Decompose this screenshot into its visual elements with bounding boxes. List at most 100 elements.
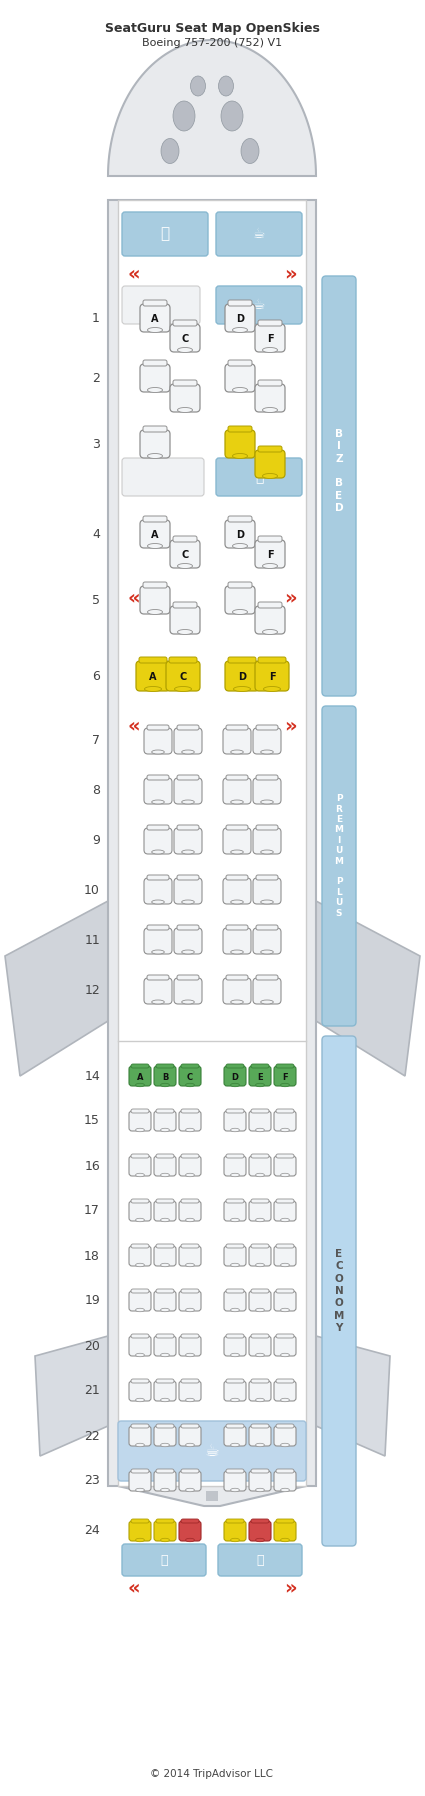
FancyBboxPatch shape [276, 1200, 294, 1203]
FancyBboxPatch shape [147, 726, 169, 729]
FancyBboxPatch shape [131, 1334, 149, 1338]
FancyBboxPatch shape [253, 828, 281, 855]
Ellipse shape [232, 609, 247, 614]
Text: «: « [128, 1579, 140, 1597]
Polygon shape [316, 902, 420, 1076]
FancyBboxPatch shape [140, 585, 170, 614]
FancyBboxPatch shape [156, 1108, 174, 1114]
Text: C: C [187, 1072, 193, 1081]
Ellipse shape [173, 101, 195, 131]
Ellipse shape [152, 799, 164, 805]
Ellipse shape [182, 850, 194, 855]
FancyBboxPatch shape [274, 1381, 296, 1401]
FancyBboxPatch shape [255, 541, 285, 568]
Text: C: C [179, 672, 187, 682]
FancyBboxPatch shape [226, 1469, 244, 1473]
Ellipse shape [182, 799, 194, 805]
FancyBboxPatch shape [276, 1519, 294, 1523]
Ellipse shape [136, 1489, 144, 1492]
FancyBboxPatch shape [258, 320, 282, 327]
Text: E: E [257, 1072, 263, 1081]
FancyBboxPatch shape [181, 1063, 199, 1069]
FancyBboxPatch shape [274, 1291, 296, 1311]
FancyBboxPatch shape [226, 875, 248, 880]
FancyBboxPatch shape [228, 582, 252, 587]
FancyBboxPatch shape [276, 1334, 294, 1338]
FancyBboxPatch shape [224, 1521, 246, 1541]
FancyBboxPatch shape [255, 661, 289, 691]
Text: F: F [266, 550, 273, 560]
Bar [108, 199, 316, 1485]
FancyBboxPatch shape [131, 1063, 149, 1069]
Ellipse shape [255, 1263, 264, 1266]
FancyBboxPatch shape [251, 1245, 269, 1248]
Ellipse shape [221, 101, 243, 131]
Text: 🚻: 🚻 [160, 226, 170, 241]
FancyBboxPatch shape [147, 776, 169, 779]
Text: 16: 16 [84, 1160, 100, 1173]
Ellipse shape [261, 900, 273, 903]
FancyBboxPatch shape [129, 1157, 151, 1176]
FancyBboxPatch shape [177, 975, 199, 981]
Ellipse shape [264, 686, 280, 691]
FancyBboxPatch shape [122, 458, 204, 496]
FancyBboxPatch shape [144, 778, 172, 805]
FancyBboxPatch shape [226, 1063, 244, 1069]
FancyBboxPatch shape [274, 1521, 296, 1541]
Ellipse shape [175, 686, 192, 691]
FancyBboxPatch shape [144, 828, 172, 855]
FancyBboxPatch shape [223, 878, 251, 903]
Ellipse shape [186, 1399, 194, 1401]
FancyBboxPatch shape [255, 323, 285, 352]
Ellipse shape [231, 1399, 239, 1401]
FancyBboxPatch shape [156, 1155, 174, 1158]
FancyBboxPatch shape [251, 1334, 269, 1338]
Ellipse shape [261, 751, 273, 754]
FancyBboxPatch shape [224, 1157, 246, 1176]
FancyBboxPatch shape [226, 1519, 244, 1523]
FancyBboxPatch shape [225, 661, 259, 691]
Text: 24: 24 [84, 1525, 100, 1537]
FancyBboxPatch shape [147, 925, 169, 930]
Ellipse shape [280, 1352, 289, 1356]
FancyBboxPatch shape [131, 1245, 149, 1248]
FancyBboxPatch shape [154, 1291, 176, 1311]
Text: D: D [236, 314, 244, 323]
FancyBboxPatch shape [156, 1290, 174, 1293]
Text: © 2014 TripAdvisor LLC: © 2014 TripAdvisor LLC [150, 1769, 274, 1780]
FancyBboxPatch shape [144, 878, 172, 903]
FancyBboxPatch shape [274, 1067, 296, 1087]
FancyBboxPatch shape [177, 875, 199, 880]
FancyBboxPatch shape [143, 515, 167, 523]
Ellipse shape [280, 1537, 289, 1541]
Text: ☕: ☕ [204, 1442, 219, 1460]
FancyBboxPatch shape [166, 661, 200, 691]
Ellipse shape [178, 564, 193, 569]
FancyBboxPatch shape [122, 1545, 206, 1577]
Ellipse shape [231, 1489, 239, 1492]
FancyBboxPatch shape [179, 1157, 201, 1176]
FancyBboxPatch shape [226, 975, 248, 981]
Ellipse shape [255, 1218, 264, 1221]
Ellipse shape [231, 1263, 239, 1266]
Text: D: D [232, 1072, 238, 1081]
FancyBboxPatch shape [129, 1471, 151, 1491]
Text: 9: 9 [92, 835, 100, 848]
Ellipse shape [186, 1352, 194, 1356]
Ellipse shape [178, 347, 193, 352]
FancyBboxPatch shape [224, 1112, 246, 1131]
FancyBboxPatch shape [170, 605, 200, 634]
Ellipse shape [231, 1083, 239, 1087]
Ellipse shape [232, 327, 247, 332]
FancyBboxPatch shape [249, 1112, 271, 1131]
FancyBboxPatch shape [181, 1519, 199, 1523]
Polygon shape [316, 1336, 390, 1457]
FancyBboxPatch shape [225, 585, 255, 614]
FancyBboxPatch shape [226, 1108, 244, 1114]
FancyBboxPatch shape [170, 323, 200, 352]
Text: «: « [128, 717, 140, 736]
FancyBboxPatch shape [258, 657, 286, 663]
FancyBboxPatch shape [181, 1245, 199, 1248]
FancyBboxPatch shape [154, 1381, 176, 1401]
Ellipse shape [136, 1399, 144, 1401]
